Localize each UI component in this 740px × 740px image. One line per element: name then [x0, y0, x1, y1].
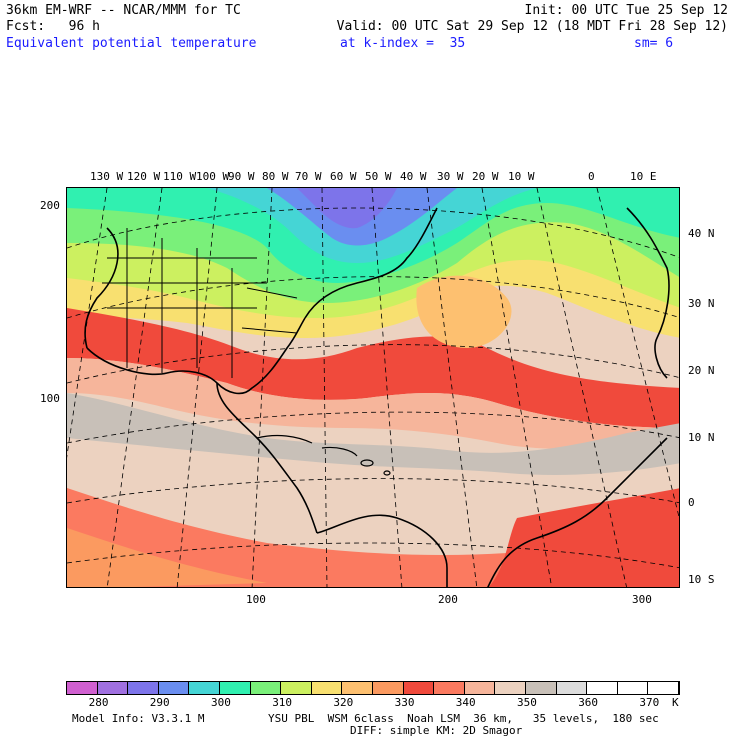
longitude-label: 70 W: [295, 170, 322, 183]
longitude-label: 110 W: [163, 170, 197, 183]
longitude-label: 100 W: [196, 170, 230, 183]
theta-e-map: [66, 187, 680, 588]
longitude-label: 30 W: [437, 170, 464, 183]
latitude-label: 0: [688, 496, 695, 509]
legend-label: 360: [578, 696, 599, 709]
lat-lon-grid: [67, 188, 679, 587]
legend-label: K: [672, 696, 679, 709]
legend-swatch: [464, 682, 496, 694]
latitude-label: 20 N: [688, 364, 715, 377]
band-330-sw: [67, 528, 267, 587]
grid-label-left-200: 200: [40, 199, 60, 212]
legend-swatch: [495, 682, 526, 694]
legend-label: 290: [149, 696, 170, 709]
caribbean-islands: [256, 434, 391, 476]
grid-label-bottom-300: 300: [632, 593, 652, 606]
legend-swatch: [587, 682, 618, 694]
legend-label: 280: [88, 696, 109, 709]
band-355: [67, 393, 679, 475]
latitude-label: 10 N: [688, 431, 715, 444]
legend-swatch: [617, 682, 649, 694]
longitude-label: 20 W: [472, 170, 499, 183]
longitude-label: 10 E: [630, 170, 657, 183]
band-345: [67, 358, 679, 449]
legend-swatch: [189, 682, 220, 694]
latitude-label: 40 N: [688, 227, 715, 240]
longitude-label: 80 W: [262, 170, 289, 183]
latitude-label: 10 S: [688, 573, 715, 586]
smoothing-label: sm= 6: [634, 36, 674, 51]
band-340: [67, 308, 679, 428]
physics-info: YSU PBL WSM 6class Noah LSM 36 km, 35 le…: [268, 712, 659, 725]
legend-swatch: [556, 682, 588, 694]
grid-label-bottom-200: 200: [438, 593, 458, 606]
init-time: Init: 00 UTC Tue 25 Sep 12: [524, 3, 729, 18]
legend-label: 310: [272, 696, 293, 709]
legend-swatch: [434, 682, 465, 694]
legend-swatch: [219, 682, 251, 694]
longitude-label: 120 W: [127, 170, 161, 183]
model-info: Model Info: V3.3.1 M: [72, 712, 205, 725]
legend-swatch: [648, 682, 679, 694]
legend-swatch: [311, 682, 343, 694]
legend-swatch: [67, 682, 98, 694]
legend-label: 350: [517, 696, 537, 709]
longitude-label: 130 W: [90, 170, 124, 183]
longitude-label: 50 W: [365, 170, 392, 183]
forecast-hour: Fcst: 96 h: [6, 19, 100, 34]
longitude-label: 10 W: [508, 170, 535, 183]
legend-label: 330: [394, 696, 415, 709]
longitude-label: 0: [588, 170, 595, 183]
grid-label-left-100: 100: [40, 392, 60, 405]
diffusion-info: DIFF: simple KM: 2D Smagor: [350, 724, 523, 737]
legend-swatch: [158, 682, 190, 694]
coastlines: [84, 207, 670, 587]
legend-label: 340: [455, 696, 476, 709]
longitude-label: 60 W: [330, 170, 357, 183]
legend-swatch: [128, 682, 159, 694]
band-340-se: [488, 488, 679, 587]
legend-swatch: [525, 682, 557, 694]
warm-blob-atlantic: [416, 275, 512, 348]
longitude-label: 90 W: [228, 170, 255, 183]
legend-swatch: [250, 682, 282, 694]
legend-label: 300: [211, 696, 231, 709]
legend-label: 320: [333, 696, 354, 709]
color-legend: [66, 681, 680, 695]
legend-swatch: [372, 682, 404, 694]
legend-swatch: [342, 682, 373, 694]
state-borders: [102, 228, 298, 378]
legend-swatch: [97, 682, 129, 694]
legend-label: 370: [639, 696, 660, 709]
legend-swatch: [403, 682, 435, 694]
grid-label-bottom-100: 100: [246, 593, 266, 606]
longitude-label: 40 W: [400, 170, 427, 183]
field-name: Equivalent potential temperature: [6, 36, 257, 51]
level-label: at k-index = 35: [340, 36, 466, 51]
latitude-label: 30 N: [688, 297, 715, 310]
model-title: 36km EM-WRF -- NCAR/MMM for TC: [6, 3, 241, 18]
legend-swatch: [281, 682, 312, 694]
valid-time: Valid: 00 UTC Sat 29 Sep 12 (18 MDT Fri …: [336, 19, 728, 34]
